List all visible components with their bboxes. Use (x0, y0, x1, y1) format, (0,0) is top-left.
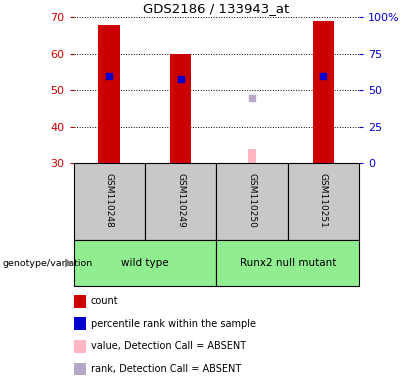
Bar (216, 163, 288, 240)
Point (249, 94, 255, 101)
Point (320, 73, 327, 79)
Point (106, 73, 113, 79)
Bar (74, 362, 86, 375)
Bar (74, 163, 145, 240)
Text: count: count (91, 296, 118, 306)
Bar (98, 25, 120, 163)
Bar (74, 295, 86, 308)
Bar (312, 21, 334, 163)
Text: GSM110251: GSM110251 (319, 173, 328, 227)
Bar (74, 240, 216, 286)
Point (177, 76, 184, 83)
Text: genotype/variation: genotype/variation (2, 258, 92, 268)
Text: wild type: wild type (121, 258, 169, 268)
Bar (74, 340, 86, 353)
Title: GDS2186 / 133943_at: GDS2186 / 133943_at (143, 2, 289, 15)
Text: GSM110249: GSM110249 (176, 173, 185, 227)
Bar (216, 240, 359, 286)
Bar (248, 149, 256, 163)
Text: rank, Detection Call = ABSENT: rank, Detection Call = ABSENT (91, 364, 241, 374)
Text: GSM110248: GSM110248 (105, 173, 114, 227)
Bar (170, 54, 191, 163)
Text: GSM110250: GSM110250 (247, 173, 257, 227)
Text: percentile rank within the sample: percentile rank within the sample (91, 319, 256, 329)
Text: Runx2 null mutant: Runx2 null mutant (239, 258, 336, 268)
Text: ▶: ▶ (65, 258, 73, 268)
Bar (288, 163, 359, 240)
Bar (74, 318, 86, 330)
Bar (145, 163, 216, 240)
Text: value, Detection Call = ABSENT: value, Detection Call = ABSENT (91, 341, 246, 351)
